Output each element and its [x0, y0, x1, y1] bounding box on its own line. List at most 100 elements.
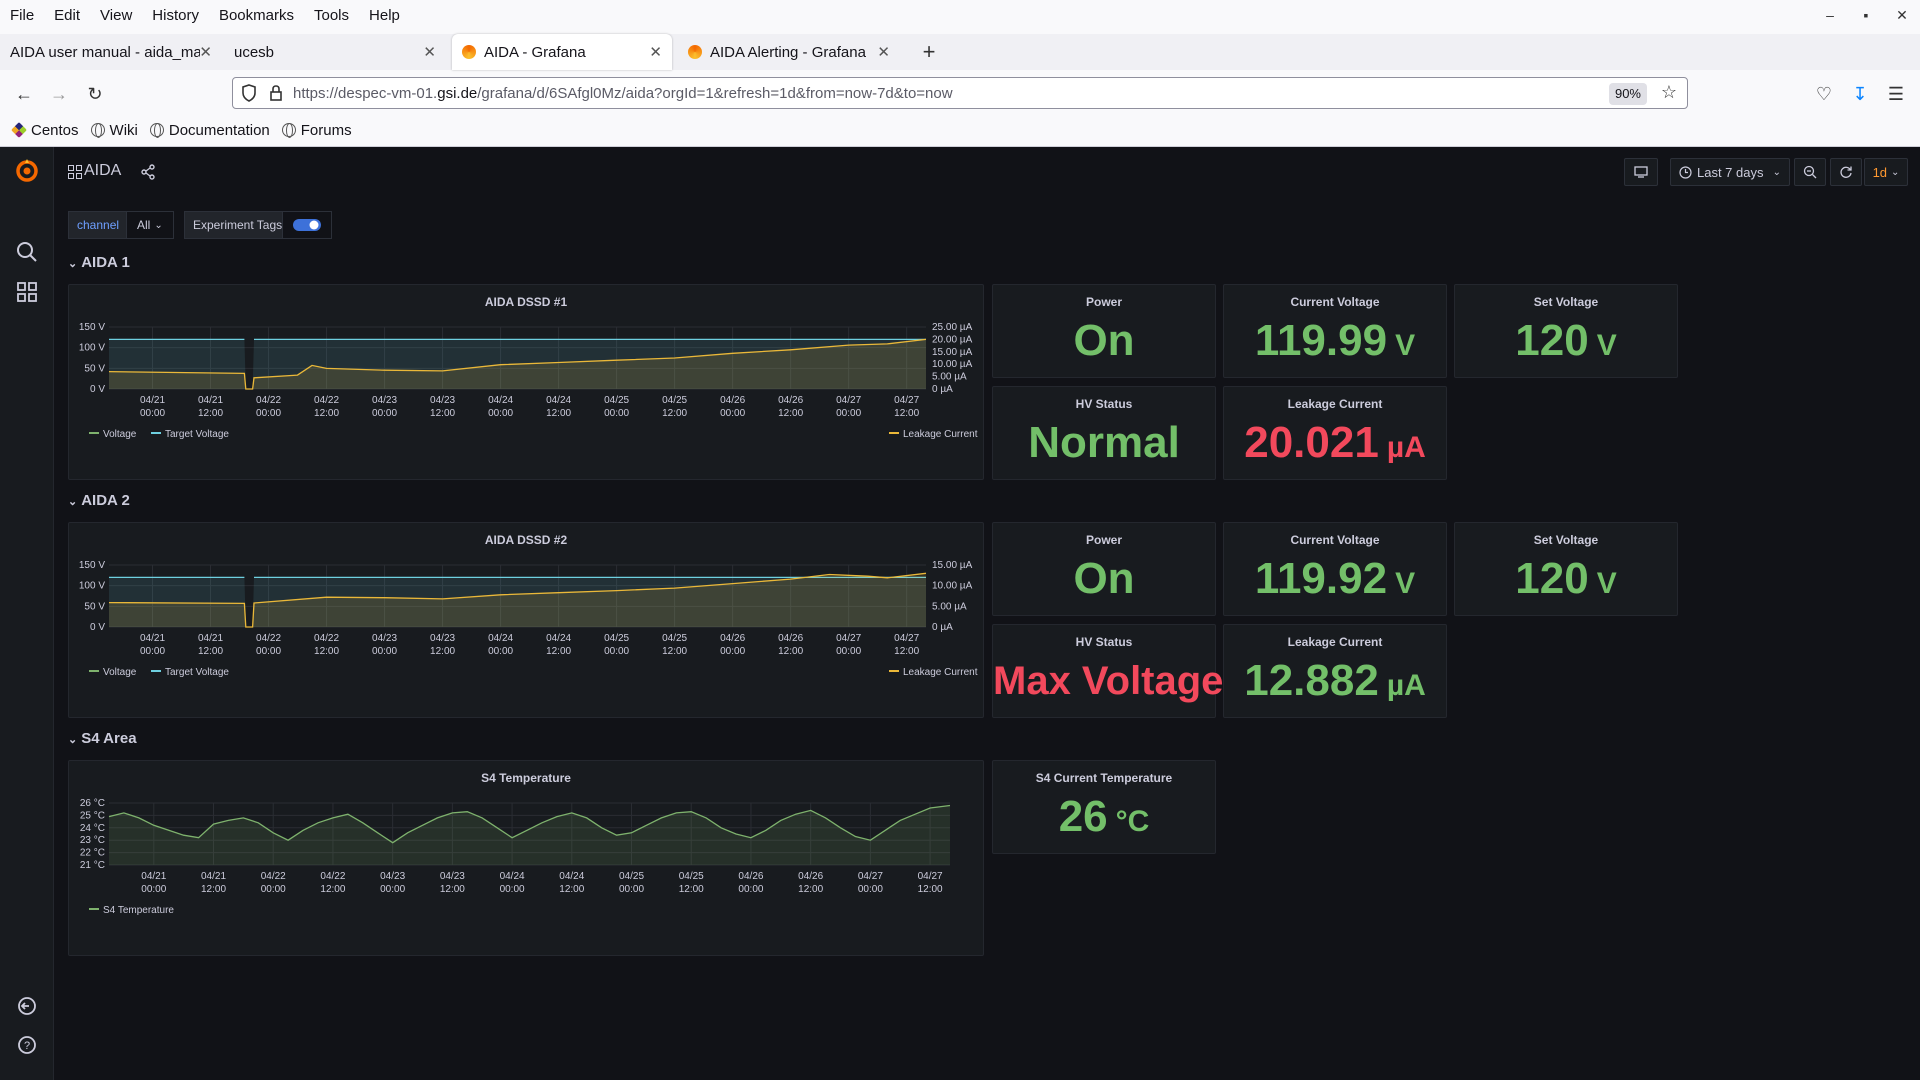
tab-ucesb[interactable]: ucesb ✕ — [224, 34, 446, 70]
tab-title: AIDA Alerting - Grafana — [710, 43, 866, 61]
close-tab-icon[interactable]: ✕ — [877, 44, 890, 61]
y-right-tick-label: 15.00 µA — [932, 560, 973, 571]
row-aida-1[interactable]: ⌄ AIDA 1 — [68, 254, 130, 271]
stat-value: 120 — [1515, 316, 1589, 365]
legend-target-voltage: Target Voltage — [165, 429, 229, 440]
stat-aida2-set-voltage[interactable]: Set Voltage 120 V — [1454, 522, 1678, 616]
chart-aida-dssd-1[interactable]: 04/21 00:00 04/21 12:00 04/22 00:00 04/22 12:00… — [69, 285, 985, 481]
maximize-icon[interactable]: ▪ — [1863, 7, 1869, 23]
x-tick-label: 00:00 — [261, 884, 286, 895]
y-tick-label: 22 °C — [80, 848, 105, 859]
x-tick-label: 04/25 — [604, 633, 629, 644]
tab-aida-alerting[interactable]: AIDA Alerting - Grafana ✕ — [678, 34, 900, 70]
menu-file[interactable]: File — [10, 6, 35, 24]
refresh-button[interactable] — [1830, 158, 1862, 186]
panel-s4-temperature[interactable]: S4 Temperature 04/21 00:00 04/21 12:00 04/22… — [68, 760, 984, 956]
bookmark-centos[interactable]: Centos — [11, 122, 79, 139]
row-aida-2[interactable]: ⌄ AIDA 2 — [68, 492, 130, 509]
row-s4-area[interactable]: ⌄ S4 Area — [68, 730, 137, 747]
x-tick-label: 12:00 — [894, 408, 919, 419]
legend-voltage: Voltage — [103, 667, 137, 678]
pocket-icon[interactable]: ♡ — [1815, 83, 1833, 104]
dashboard-title[interactable]: AIDA — [84, 162, 122, 179]
chart-aida-dssd-2[interactable]: 04/21 00:00 04/21 12:00 04/22 00:00 04/22 12:00… — [69, 523, 985, 719]
menu-tools[interactable]: Tools — [313, 6, 350, 24]
x-tick-label: 04/21 — [198, 633, 223, 644]
reload-icon[interactable]: ↻ — [87, 83, 103, 104]
lock-icon[interactable] — [269, 84, 283, 102]
stat-aida2-power[interactable]: Power On — [992, 522, 1216, 616]
stat-aida2-hv-status[interactable]: HV Status Max Voltage — [992, 624, 1223, 718]
x-tick-label: 00:00 — [256, 408, 281, 419]
tab-aida-grafana[interactable]: AIDA - Grafana ✕ — [452, 34, 672, 70]
back-icon[interactable]: ← — [15, 83, 33, 104]
panel-aida-dssd-1[interactable]: AIDA DSSD #1 04/21 00:00 04/21 12:00 04/22 00… — [68, 284, 984, 480]
stat-aida1-leakage-current[interactable]: Leakage Current 20.021 µA — [1223, 386, 1447, 480]
menu-help[interactable]: Help — [369, 6, 400, 24]
side-menu: ? — [0, 147, 54, 1080]
close-window-icon[interactable]: ✕ — [1896, 6, 1908, 23]
refresh-interval-picker[interactable]: 1d ⌄ — [1864, 158, 1908, 186]
bookmark-forums[interactable]: Forums — [281, 122, 352, 139]
menu-view[interactable]: View — [100, 6, 133, 24]
share-icon[interactable] — [140, 164, 156, 180]
stat-unit: V — [1395, 329, 1416, 362]
close-tab-icon[interactable]: ✕ — [423, 44, 436, 61]
close-tab-icon[interactable]: ✕ — [199, 44, 212, 61]
x-tick-label: 00:00 — [488, 408, 513, 419]
y-right-tick-label: 0 µA — [932, 622, 953, 633]
x-tick-label: 12:00 — [546, 646, 571, 657]
minimize-icon[interactable]: – — [1826, 7, 1834, 23]
browser-chrome: File Edit View History Bookmarks Tools H… — [0, 0, 1920, 147]
y-right-tick-label: 15.00 µA — [932, 347, 973, 358]
stat-unit: µA — [1386, 669, 1426, 702]
stat-aida2-current-voltage[interactable]: Current Voltage 119.92 V — [1223, 522, 1447, 616]
panel-aida-dssd-2[interactable]: AIDA DSSD #2 04/21 00:00 04/21 12:00 04/22 00… — [68, 522, 984, 718]
zoom-level[interactable]: 90% — [1608, 83, 1647, 105]
stat-aida1-power[interactable]: Power On — [992, 284, 1216, 378]
bookmark-documentation[interactable]: Documentation — [149, 122, 270, 139]
grafana-logo-icon[interactable] — [14, 157, 40, 183]
new-tab-icon[interactable]: + — [922, 39, 936, 64]
url-text[interactable]: https://despec-vm-01.gsi.de/grafana/d/6S… — [293, 85, 953, 102]
experiment-tags-toggle[interactable] — [282, 211, 332, 239]
channel-variable-select[interactable]: All ⌄ — [126, 211, 174, 239]
bookmark-star-icon[interactable]: ☆ — [1660, 82, 1677, 102]
menu-history[interactable]: History — [152, 6, 199, 24]
close-tab-icon[interactable]: ✕ — [649, 44, 662, 61]
y-tick-label: 25 °C — [80, 810, 105, 821]
hamburger-menu-icon[interactable]: ☰ — [1887, 83, 1905, 104]
x-tick-label: 04/23 — [440, 871, 465, 882]
downloads-icon[interactable]: ↧ — [1852, 83, 1868, 104]
time-range-label: Last 7 days — [1697, 164, 1764, 180]
x-tick-label: 00:00 — [141, 884, 166, 895]
tv-mode-button[interactable] — [1624, 158, 1658, 186]
menu-bookmarks[interactable]: Bookmarks — [218, 6, 294, 24]
stat-aida1-hv-status[interactable]: HV Status Normal — [992, 386, 1216, 480]
stat-aida2-leakage-current[interactable]: Leakage Current 12.882 µA — [1223, 624, 1447, 718]
stat-aida1-current-voltage[interactable]: Current Voltage 119.99 V — [1223, 284, 1447, 378]
bookmark-wiki[interactable]: Wiki — [90, 122, 138, 139]
dashboards-icon[interactable] — [14, 279, 40, 305]
forward-icon[interactable]: → — [50, 83, 68, 104]
y-tick-label: 150 V — [79, 322, 105, 333]
grafana-favicon-icon — [688, 45, 702, 59]
zoom-out-button[interactable] — [1794, 158, 1826, 186]
help-icon[interactable]: ? — [14, 1032, 40, 1058]
chart-s4-temperature[interactable]: 04/21 00:00 04/21 12:00 04/22 00:00 04/22 12:00… — [69, 761, 985, 957]
sign-in-icon[interactable] — [14, 993, 40, 1019]
search-icon[interactable] — [14, 239, 40, 265]
menu-edit[interactable]: Edit — [54, 6, 81, 24]
address-bar[interactable]: https://despec-vm-01.gsi.de/grafana/d/6S… — [232, 77, 1688, 109]
stat-s4-current-temperature[interactable]: S4 Current Temperature 26 °C — [992, 760, 1216, 854]
tab-title: ucesb — [234, 43, 275, 61]
tab-aida-manual[interactable]: AIDA user manual - aida_man ✕ — [0, 34, 222, 70]
x-tick-label: 04/24 — [500, 871, 525, 882]
x-tick-label: 04/22 — [256, 395, 281, 406]
legend-target-voltage: Target Voltage — [165, 667, 229, 678]
svg-text:?: ? — [24, 1040, 30, 1052]
x-tick-label: 00:00 — [372, 408, 397, 419]
stat-aida1-set-voltage[interactable]: Set Voltage 120 V — [1454, 284, 1678, 378]
tracking-shield-icon[interactable] — [241, 84, 257, 102]
time-picker-button[interactable]: Last 7 days ⌄ — [1670, 158, 1790, 186]
